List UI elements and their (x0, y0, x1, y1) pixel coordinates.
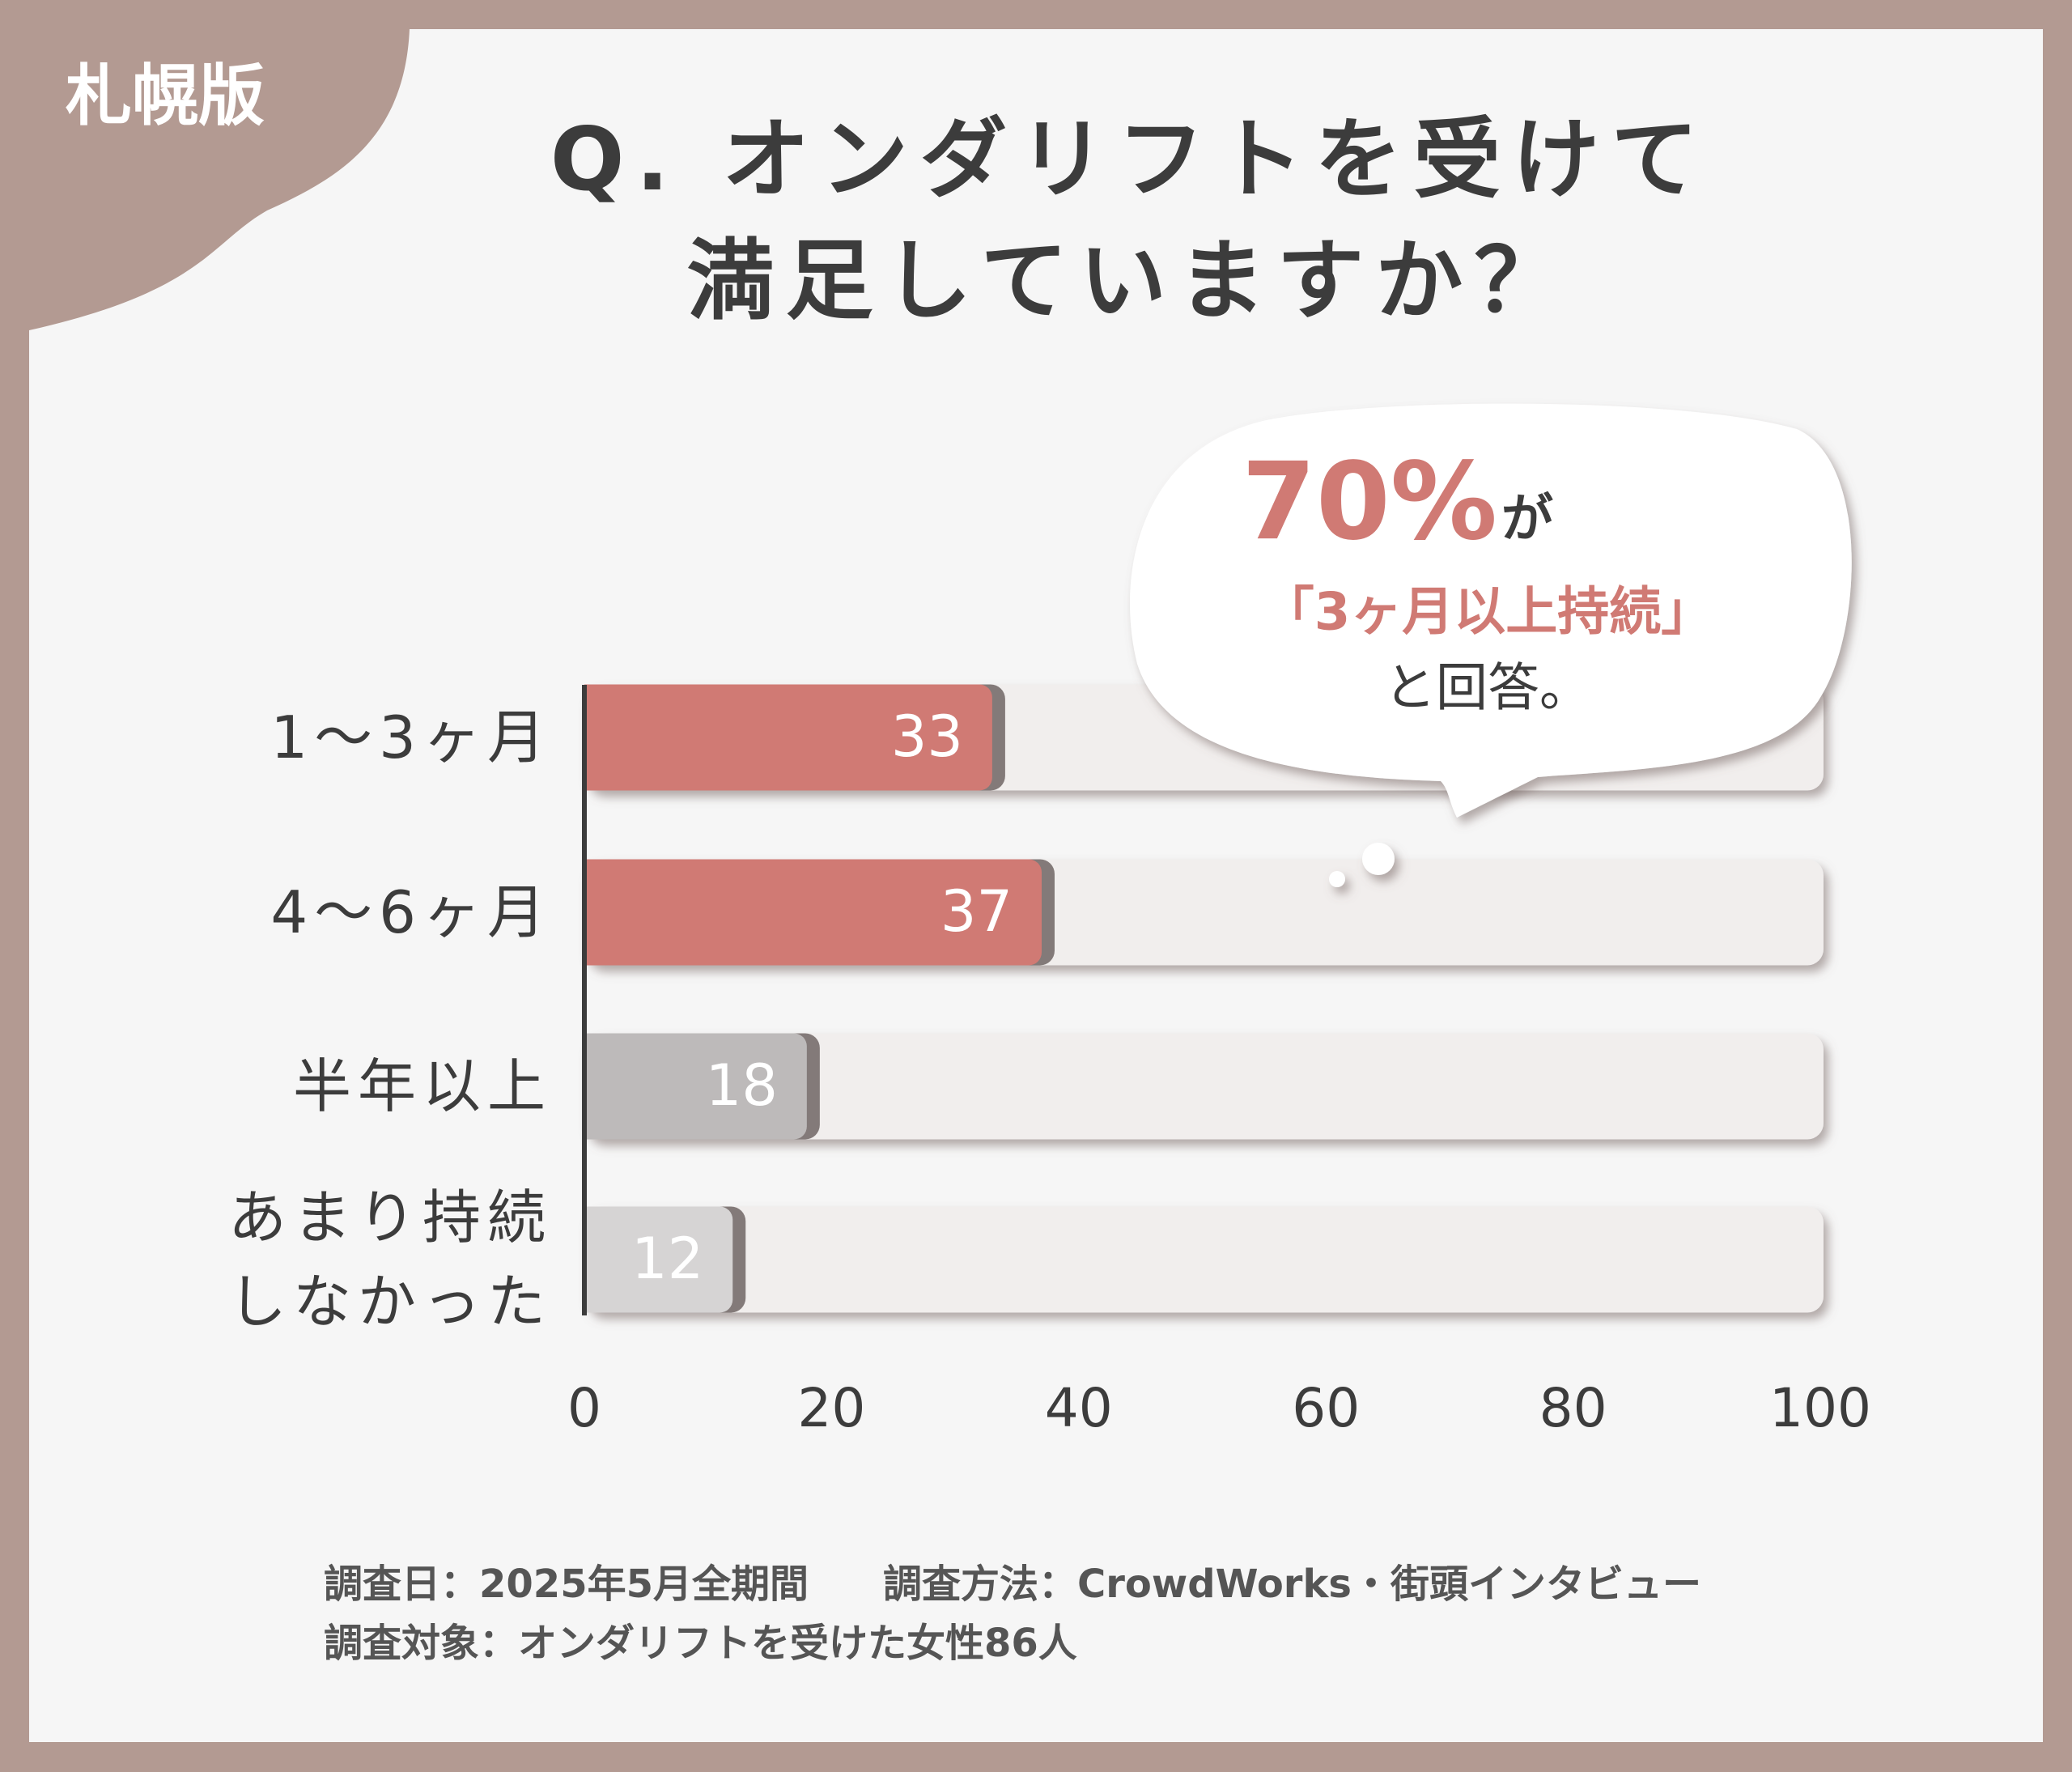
callout (1130, 403, 1852, 887)
title-line: 満足していますか？ (687, 231, 1573, 332)
callout-text: 「3ヶ月以上持続」 (1263, 583, 1713, 643)
bar-corner (584, 684, 609, 791)
badge: 札幌版 (66, 57, 265, 134)
bar (584, 684, 992, 791)
bar (584, 1033, 807, 1140)
badge-shape (29, 29, 410, 330)
category-label: 1〜3ヶ月 (270, 703, 552, 771)
x-tick-label: 40 (1045, 1377, 1113, 1439)
bar-corner (584, 1206, 609, 1313)
category-label: あまり持続しなかった (227, 1183, 552, 1336)
value-label: 12 (631, 1226, 703, 1292)
footer-text: 調査対象：オンダリフトを受けた女性86人 (324, 1621, 1077, 1666)
callout-highlight: 70% (1242, 440, 1497, 564)
x-tick-label: 20 (797, 1377, 865, 1439)
callout-text: と回答。 (1384, 659, 1591, 719)
bar-track (584, 1206, 1824, 1313)
footer-text: 調査日：2025年5月全期間 (324, 1562, 809, 1607)
value-label: 18 (706, 1052, 778, 1119)
footer-text: 調査方法：CrowdWorks・街頭インタビュー (883, 1562, 1701, 1607)
value-label: 33 (891, 703, 963, 770)
bar-track (584, 1033, 1824, 1140)
title-line: Q. オンダリフトを受けて (550, 109, 1709, 210)
callout-text: が (1501, 490, 1553, 550)
x-tick-label: 80 (1539, 1377, 1607, 1439)
bar-corner (584, 1033, 609, 1140)
bar (584, 1206, 733, 1313)
x-tick-label: 100 (1769, 1377, 1871, 1439)
category-label: 半年以上 (292, 1052, 552, 1120)
x-tick-label: 60 (1292, 1377, 1360, 1439)
bar-corner (584, 859, 609, 966)
category-label: 4〜6ヶ月 (270, 878, 552, 946)
value-label: 37 (940, 878, 1013, 945)
x-tick-label: 0 (567, 1377, 601, 1439)
bar (584, 859, 1042, 966)
